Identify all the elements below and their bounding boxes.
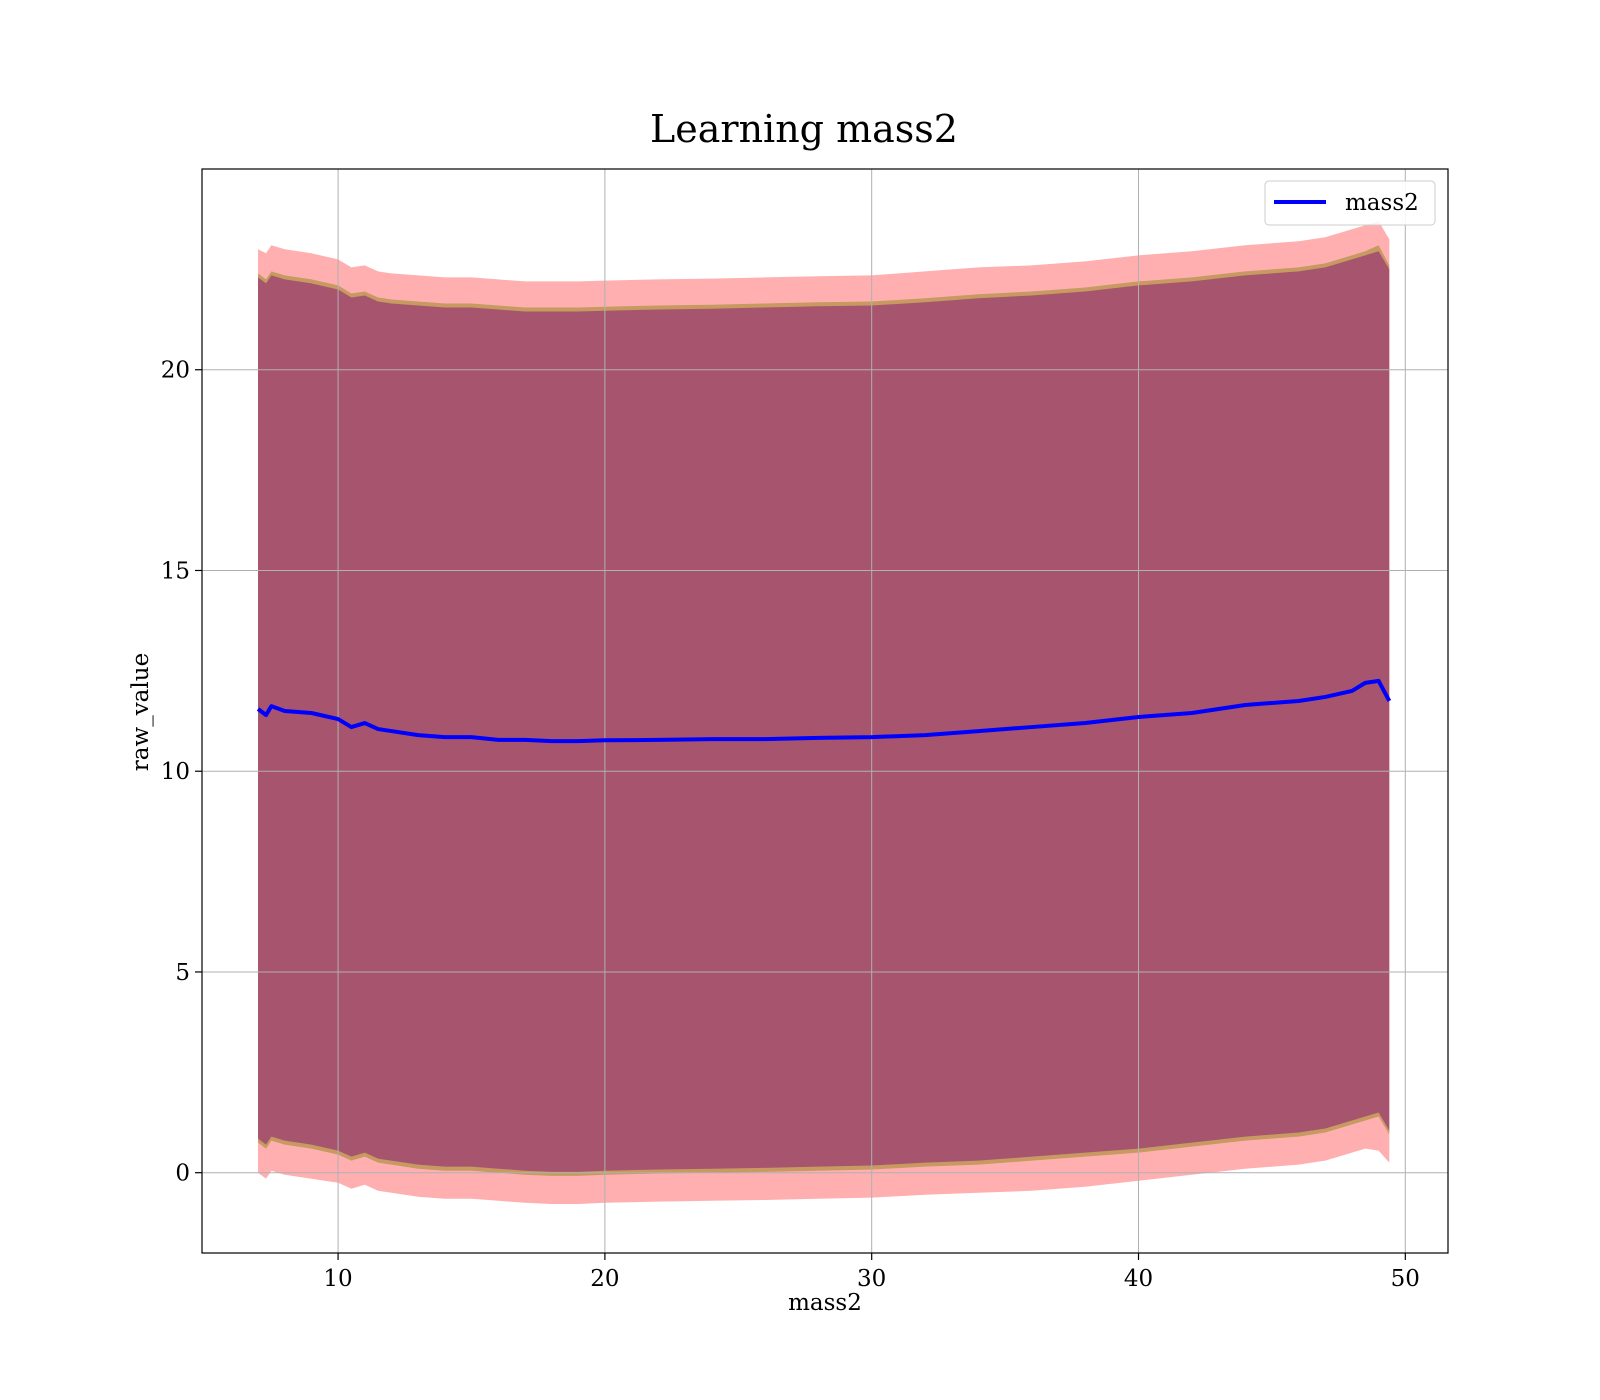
x-tick-label: 50	[1391, 1266, 1420, 1292]
series-lines	[256, 678, 1392, 744]
plot-frame	[201, 168, 1449, 1254]
confidence-band-0	[258, 221, 1390, 1205]
x-tick-label: 20	[590, 1266, 619, 1292]
x-tick-label: 10	[323, 1266, 352, 1292]
confidence-bands	[258, 221, 1390, 1205]
confidence-band-2	[258, 251, 1390, 1172]
x-axis-ticks: 10 20 30 40 50	[323, 1253, 1420, 1292]
series-line-mass2	[256, 678, 1392, 744]
confidence-band-1	[258, 245, 1390, 1176]
y-tick-label: 10	[161, 759, 190, 785]
y-tick-label: 5	[175, 960, 190, 986]
y-axis-label: raw_value	[128, 653, 154, 771]
chart-title: Learning mass2	[650, 107, 958, 151]
y-tick-label: 20	[161, 358, 190, 384]
y-tick-label: 0	[175, 1161, 190, 1187]
y-axis-ticks: 0 5 10 15 20	[161, 358, 202, 1187]
legend-frame	[1264, 180, 1436, 226]
x-tick-label: 40	[1124, 1266, 1153, 1292]
plot-area	[201, 168, 1449, 1254]
x-tick-label: 30	[857, 1266, 886, 1292]
legend-label-mass2: mass2	[1345, 190, 1419, 216]
gridlines	[202, 169, 1448, 1253]
y-tick-label: 15	[161, 558, 190, 584]
legend: mass2	[1264, 180, 1436, 226]
x-axis-label: mass2	[788, 1290, 862, 1316]
